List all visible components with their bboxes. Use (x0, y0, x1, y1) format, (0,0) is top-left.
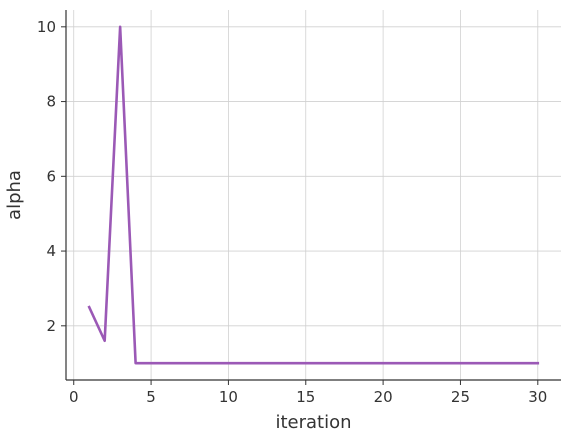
y-tick-label: 4 (46, 242, 56, 260)
x-tick-label: 10 (219, 388, 238, 406)
x-tick-label: 0 (69, 388, 79, 406)
y-tick-label: 8 (46, 93, 56, 111)
series-layer (87, 25, 540, 365)
x-axis-label: iteration (275, 412, 351, 433)
grid (66, 10, 561, 380)
series-line-0 (87, 25, 540, 365)
ticks: 0 5 10 15 20 25 30 2 4 6 8 10 (37, 18, 547, 406)
axes (65, 10, 561, 381)
x-tick-label: 25 (451, 388, 470, 406)
y-axis-label: alpha (4, 170, 25, 220)
y-tick-label: 10 (37, 18, 56, 36)
y-tick-label: 2 (46, 317, 56, 335)
x-tick-label: 5 (146, 388, 156, 406)
x-tick-label: 20 (374, 388, 393, 406)
x-tick-label: 15 (296, 388, 315, 406)
y-tick-label: 6 (46, 167, 56, 185)
x-tick-label: 30 (528, 388, 547, 406)
